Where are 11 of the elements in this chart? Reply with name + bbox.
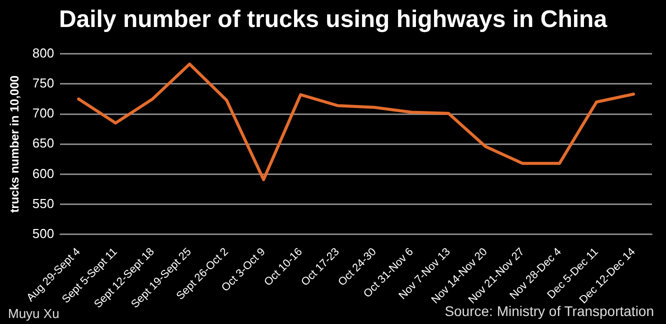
y-tick-label: 650 [32,136,54,151]
y-tick-label: 800 [32,45,54,60]
text: Muyu Xu [8,306,60,321]
y-axis-title: trucks number in 10,000 [8,75,22,213]
y-tick-label: 550 [32,196,54,211]
y-tick-label: 700 [32,106,54,121]
chart-title: Daily number of trucks using highways in China [58,6,608,34]
y-tick-label: 500 [32,226,54,242]
source-note: Source: Ministry of Transportation [444,303,654,319]
y-tick-label: 750 [32,75,54,90]
y-tick-label: 600 [32,166,54,181]
